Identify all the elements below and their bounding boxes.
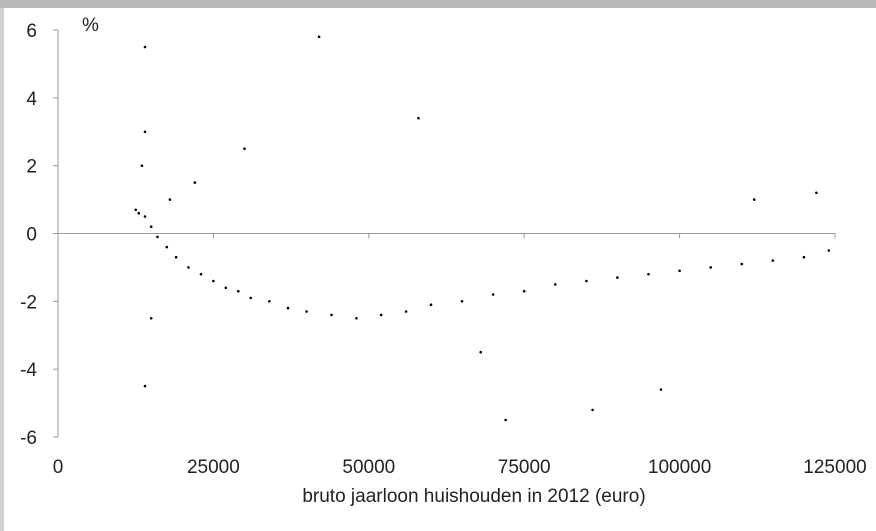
data-point <box>752 198 756 201</box>
data-point <box>268 300 271 303</box>
data-point <box>165 245 169 249</box>
data-point <box>137 211 141 215</box>
data-point <box>305 310 308 313</box>
data-point <box>187 266 190 269</box>
data-point <box>143 384 147 388</box>
data-point <box>249 296 252 300</box>
data-point <box>174 255 178 259</box>
y-tick-label: 0 <box>26 225 37 246</box>
data-point <box>199 272 203 276</box>
data-point <box>243 147 246 150</box>
data-point <box>827 249 831 252</box>
data-point <box>404 310 408 313</box>
data-point <box>522 289 526 293</box>
x-axis-label: bruto jaarloon huishouden in 2012 (euro) <box>302 486 645 507</box>
y-tick-label: 4 <box>26 89 37 110</box>
data-points <box>134 35 831 422</box>
data-point <box>491 293 495 296</box>
data-point <box>554 283 557 286</box>
data-point <box>659 388 663 391</box>
x-tick-label: 0 <box>53 457 64 478</box>
data-point <box>237 289 240 293</box>
data-point <box>647 272 650 276</box>
x-tick-label: 75000 <box>498 457 551 478</box>
x-axis-ticks: 0 25000 50000 75000 100000 125000 <box>53 233 867 478</box>
y-tick-label: 2 <box>26 157 37 178</box>
data-point <box>479 350 483 354</box>
data-point <box>379 313 383 317</box>
data-point <box>504 418 507 422</box>
chart-frame <box>4 8 875 530</box>
x-tick-label: 125000 <box>803 457 866 478</box>
data-point <box>591 408 594 412</box>
window-left-band <box>0 8 4 531</box>
y-tick-label: 6 <box>26 21 37 42</box>
data-point <box>224 286 228 290</box>
data-point <box>317 35 321 39</box>
x-tick-label: 25000 <box>187 457 240 478</box>
y-tick-label: -6 <box>20 428 37 449</box>
data-point <box>460 300 464 303</box>
data-point <box>678 269 681 273</box>
data-point <box>417 116 420 120</box>
x-tick-label: 50000 <box>342 457 395 478</box>
data-point <box>286 306 290 310</box>
data-point <box>149 225 153 228</box>
data-point <box>355 317 358 320</box>
data-point <box>143 130 147 134</box>
data-point <box>143 215 147 218</box>
data-point <box>143 45 147 49</box>
data-point <box>771 259 775 262</box>
data-point <box>815 191 818 195</box>
data-point <box>193 181 197 184</box>
data-point <box>212 279 215 283</box>
data-point <box>585 279 588 283</box>
data-point <box>134 208 137 212</box>
data-point <box>616 276 619 279</box>
y-axis-label: % <box>82 15 99 36</box>
data-point <box>802 255 806 259</box>
y-tick-label: -2 <box>20 292 37 313</box>
data-point <box>330 313 333 317</box>
data-point <box>740 262 744 266</box>
data-point <box>140 164 144 167</box>
window-top-band <box>0 0 876 8</box>
data-point <box>709 266 712 269</box>
x-tick-label: 100000 <box>648 457 711 478</box>
data-point <box>168 198 172 201</box>
data-point <box>156 235 159 239</box>
data-point <box>429 303 433 307</box>
y-axis-ticks: 6 4 2 0 -2 -4 -6 <box>20 21 58 449</box>
data-point <box>149 317 153 320</box>
y-tick-label: -4 <box>20 360 37 381</box>
